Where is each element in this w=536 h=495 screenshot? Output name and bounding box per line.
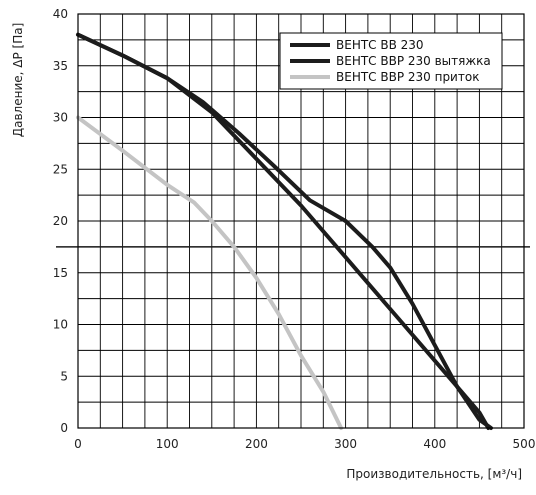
y-tick-label: 30 bbox=[53, 111, 68, 125]
series-layer bbox=[76, 32, 493, 430]
legend: ВЕНТС ВВ 230 ВЕНТС ВВР 230 вытяжка ВЕНТС В… bbox=[279, 32, 503, 90]
x-tick-label: 500 bbox=[513, 437, 536, 451]
series-line-3 bbox=[76, 115, 344, 430]
y-tick-label: 10 bbox=[53, 318, 68, 332]
series-line-1 bbox=[76, 32, 491, 430]
x-tick-label: 0 bbox=[74, 437, 82, 451]
y-tick-label: 35 bbox=[53, 59, 68, 73]
x-tick-label: 100 bbox=[156, 437, 179, 451]
y-tick-label: 20 bbox=[53, 214, 68, 228]
x-tick-labels: 0 100 200 300 400 500 bbox=[74, 437, 535, 451]
y-tick-label: 0 bbox=[60, 421, 68, 435]
x-tick-label: 400 bbox=[423, 437, 446, 451]
legend-label: ВЕНТС ВВР 230 приток bbox=[336, 70, 479, 84]
x-tick-label: 200 bbox=[245, 437, 268, 451]
y-axis-label: Давление, ΔP [Па] bbox=[11, 23, 25, 138]
legend-label: ВЕНТС ВВР 230 вытяжка bbox=[336, 54, 491, 68]
series-line-2 bbox=[76, 32, 493, 430]
plot-frame bbox=[77, 13, 525, 429]
x-axis-label: Производительность, [м³/ч] bbox=[346, 467, 522, 481]
y-tick-label: 5 bbox=[60, 369, 68, 383]
legend-label: ВЕНТС ВВ 230 bbox=[336, 38, 424, 52]
y-tick-labels: 0 5 10 15 20 25 30 35 40 bbox=[53, 7, 68, 435]
y-tick-label: 25 bbox=[53, 162, 68, 176]
x-tick-label: 300 bbox=[334, 437, 357, 451]
y-tick-label: 40 bbox=[53, 7, 68, 21]
y-tick-label: 15 bbox=[53, 266, 68, 280]
